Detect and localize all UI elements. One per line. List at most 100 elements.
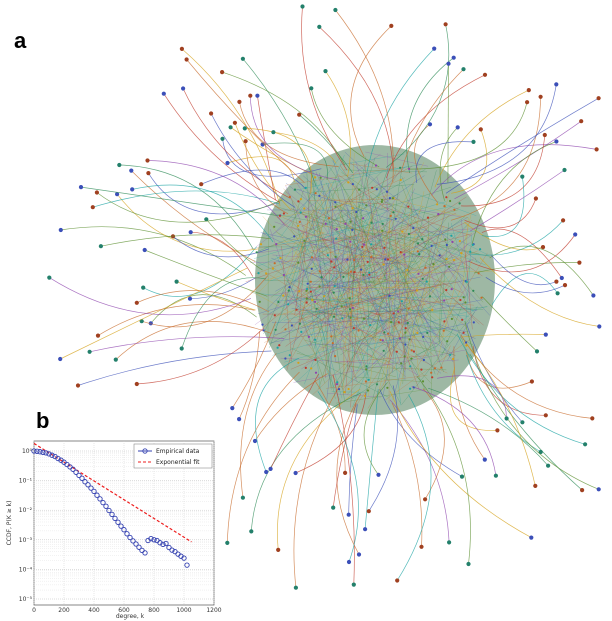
network-node <box>174 279 179 284</box>
network-node <box>412 226 415 230</box>
network-node <box>573 232 578 237</box>
network-edge <box>290 347 389 398</box>
network-edge <box>406 57 454 174</box>
network-edge <box>376 176 441 362</box>
network-node <box>361 245 364 248</box>
network-edge <box>364 163 377 251</box>
network-edge <box>242 58 317 187</box>
network-node <box>445 243 448 247</box>
network-edge <box>297 281 461 312</box>
network-node <box>304 366 307 369</box>
network-edge <box>331 160 376 207</box>
network-edge <box>336 393 362 555</box>
network-node <box>113 357 118 362</box>
network-edge <box>348 163 413 174</box>
network-edge <box>453 346 486 460</box>
network-node <box>262 329 265 332</box>
network-edge <box>379 389 463 477</box>
network-edge <box>432 233 473 245</box>
network-edge <box>300 312 326 384</box>
network-node <box>391 197 394 200</box>
network-node <box>443 22 448 27</box>
network-node <box>370 221 373 224</box>
network-node <box>480 296 483 299</box>
network-edge <box>245 141 289 215</box>
network-node <box>426 331 429 334</box>
network-edge <box>472 345 546 416</box>
x-tick-label: 600 <box>118 607 130 614</box>
network-edge <box>434 89 529 188</box>
network-node <box>278 214 281 217</box>
network-edge <box>274 223 340 310</box>
network-edge <box>394 232 430 354</box>
network-edge <box>226 371 300 543</box>
data-point <box>49 452 55 458</box>
network-edge <box>389 391 532 538</box>
network-edge <box>136 327 264 385</box>
data-point <box>166 544 172 551</box>
network-node <box>204 217 209 222</box>
network-edge <box>337 297 385 391</box>
network-node <box>543 413 548 418</box>
network-node <box>371 186 374 189</box>
network-node <box>311 298 314 302</box>
network-node <box>431 308 434 311</box>
network-node <box>430 371 433 374</box>
network-edge <box>401 176 420 220</box>
network-edge <box>468 234 576 273</box>
network-node <box>376 472 381 477</box>
network-edge <box>485 277 566 294</box>
network-edge <box>332 403 357 508</box>
network-edge <box>227 156 295 183</box>
network-edge <box>465 234 472 324</box>
network-edge <box>189 277 256 300</box>
network-node <box>336 381 339 384</box>
data-point <box>184 562 190 568</box>
network-node <box>419 544 424 549</box>
network-node <box>318 194 321 197</box>
network-edge <box>355 253 392 357</box>
network-node <box>252 438 258 444</box>
network-node <box>450 234 453 237</box>
network-node <box>431 376 434 379</box>
network-edge <box>296 182 418 378</box>
network-edge <box>342 268 448 390</box>
network-node <box>351 228 354 231</box>
network-node <box>326 254 329 257</box>
network-edge <box>482 296 538 352</box>
network-node <box>356 552 362 557</box>
network-node <box>591 293 596 298</box>
network-node <box>265 272 268 275</box>
network-node <box>352 327 355 330</box>
network-node <box>284 357 287 360</box>
network-edge <box>253 201 447 259</box>
network-node <box>225 160 230 166</box>
network-node <box>427 122 433 127</box>
network-edge <box>450 223 470 290</box>
network-edge <box>362 221 468 272</box>
network-node <box>443 299 446 302</box>
network-edge <box>255 232 364 275</box>
network-edge <box>285 313 331 347</box>
network-edge <box>273 232 325 245</box>
network-edge <box>299 263 358 383</box>
network-node <box>220 70 225 75</box>
network-node <box>462 296 465 299</box>
y-tick-label: 10⁰ <box>22 448 33 455</box>
network-node <box>366 389 369 392</box>
network-node <box>363 394 367 397</box>
network-edge <box>49 277 252 316</box>
network-edge <box>431 144 597 196</box>
network-edge <box>479 257 600 327</box>
network-edge <box>351 340 440 400</box>
network-edge <box>417 307 454 363</box>
network-edge <box>460 334 593 419</box>
network-node <box>417 272 420 275</box>
network-node <box>398 337 401 340</box>
network-edge <box>461 333 546 338</box>
network-node <box>543 332 548 337</box>
network-node <box>407 205 410 208</box>
y-tick-label: 10⁻⁵ <box>19 596 33 603</box>
network-edge <box>291 310 325 345</box>
network-node <box>319 176 322 179</box>
